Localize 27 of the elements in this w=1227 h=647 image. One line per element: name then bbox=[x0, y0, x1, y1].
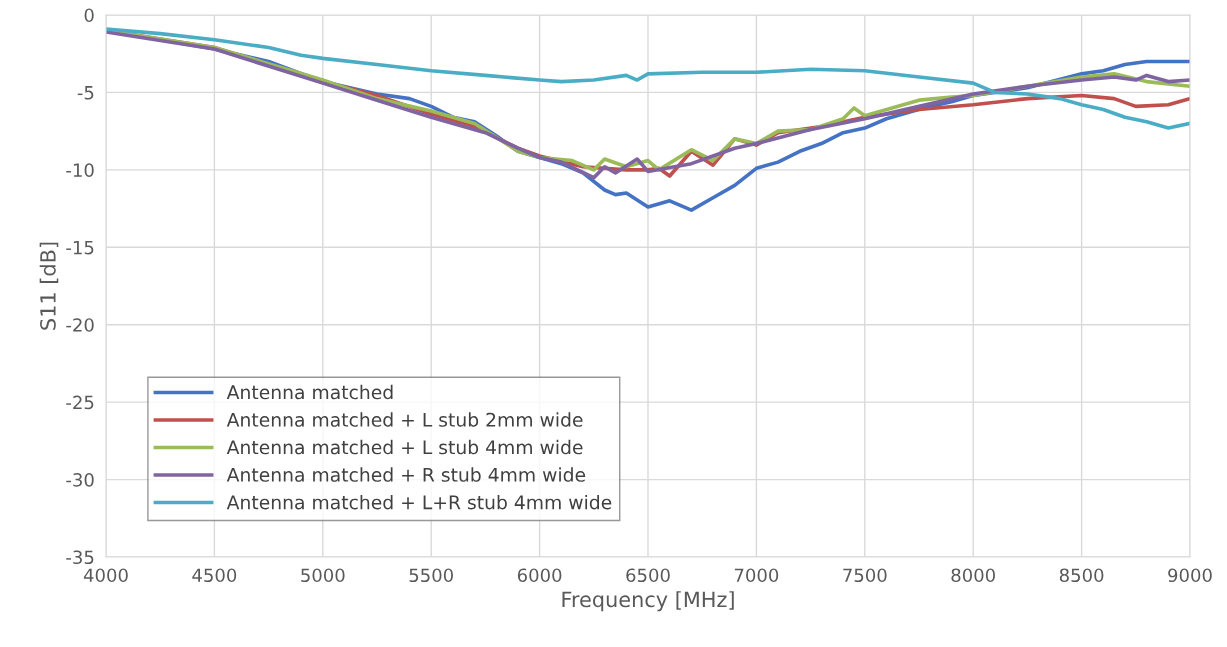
y-tick-label: -35 bbox=[66, 550, 94, 565]
x-tick-label: 4000 bbox=[83, 568, 128, 583]
legend-label: Antenna matched bbox=[226, 384, 393, 400]
x-tick-label: 7000 bbox=[734, 568, 779, 583]
y-tick-label: -10 bbox=[66, 163, 94, 177]
x-tick-label: 9000 bbox=[1168, 568, 1212, 583]
x-tick-label: 6000 bbox=[517, 568, 562, 583]
x-axis-title: Frequency [MHz] bbox=[562, 591, 734, 612]
y-tick-label: -25 bbox=[66, 395, 94, 410]
legend-label: Antenna matched + L+R stub 4mm wide bbox=[226, 494, 612, 510]
x-tick-label: 6500 bbox=[626, 568, 670, 583]
y-tick-label: -5 bbox=[77, 86, 94, 100]
x-tick-label: 5500 bbox=[409, 568, 453, 583]
y-tick-label: -15 bbox=[66, 240, 94, 255]
x-tick-label: 4500 bbox=[192, 568, 237, 583]
legend-label: Antenna matched + L stub 4mm wide bbox=[226, 439, 583, 455]
legend-label: Antenna matched + R stub 4mm wide bbox=[226, 467, 586, 482]
line-series bbox=[106, 27, 1190, 130]
legend-label: Antenna matched + L stub 2mm wide bbox=[226, 412, 583, 427]
x-tick-label: 7500 bbox=[843, 568, 887, 583]
y-axis-title: S11 [dB] bbox=[39, 242, 59, 330]
y-tick-label: 0 bbox=[84, 8, 94, 23]
y-tick-label: -20 bbox=[66, 318, 94, 332]
x-tick-label: 5000 bbox=[301, 568, 345, 583]
x-tick-label: 8000 bbox=[951, 568, 995, 583]
x-tick-label: 8500 bbox=[1059, 568, 1104, 583]
y-tick-label: -30 bbox=[66, 473, 94, 487]
